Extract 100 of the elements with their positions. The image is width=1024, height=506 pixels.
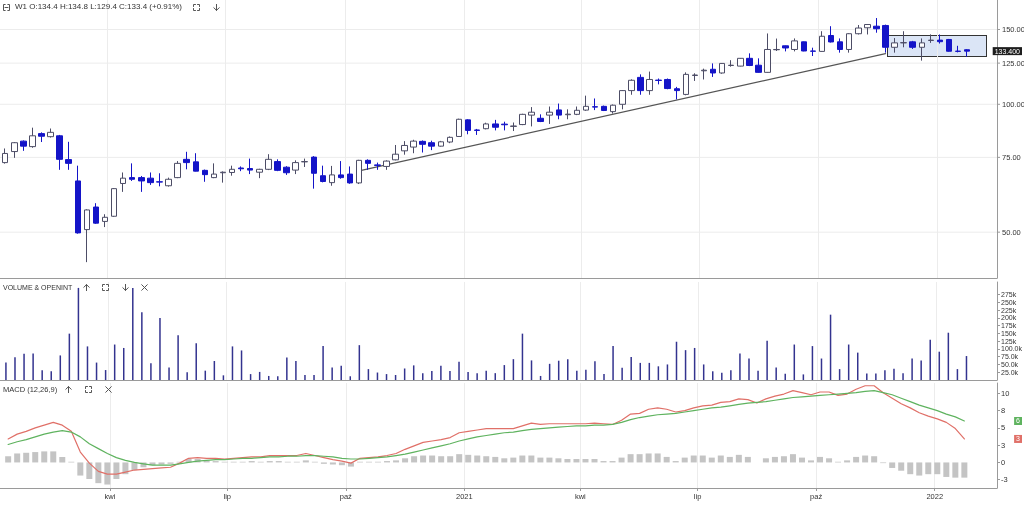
- candlestick: [664, 78, 671, 90]
- candlestick: [320, 165, 326, 183]
- bar: [925, 462, 932, 475]
- candlestick: [329, 165, 335, 187]
- bar: [59, 456, 66, 463]
- candlestick: [828, 25, 834, 43]
- bar: [302, 460, 309, 463]
- bar: [735, 454, 742, 463]
- candlestick: [637, 73, 644, 96]
- candlestick: [655, 78, 662, 85]
- candlestick: [419, 139, 426, 154]
- candlestick: [11, 141, 18, 159]
- bar: [402, 458, 409, 463]
- candlestick: [891, 37, 898, 54]
- candlestick: [456, 118, 462, 138]
- candlestick: [546, 106, 553, 125]
- candlestick: [129, 162, 135, 182]
- bar: [654, 453, 661, 463]
- bar: [663, 456, 670, 463]
- bar: [871, 456, 878, 463]
- candlestick: [773, 38, 780, 52]
- bar: [104, 462, 111, 485]
- candlestick: [519, 113, 526, 126]
- candlestick: [165, 177, 172, 188]
- candlestick: [928, 33, 934, 44]
- candlestick: [810, 47, 816, 57]
- candlestick: [29, 127, 36, 149]
- candlestick: [746, 52, 753, 67]
- bar: [808, 460, 815, 463]
- candlestick: [438, 140, 444, 148]
- candlestick: [202, 169, 208, 183]
- candlestick: [20, 139, 27, 152]
- candlestick: [719, 62, 725, 75]
- candlestick: [392, 144, 399, 161]
- bar: [889, 462, 896, 468]
- candlestick: [174, 160, 181, 179]
- candlestick: [229, 165, 235, 177]
- bar: [726, 456, 733, 463]
- bar: [636, 454, 643, 463]
- bar: [158, 462, 165, 465]
- candlestick: [864, 23, 871, 35]
- candlestick: [383, 159, 390, 171]
- candlestick: [102, 213, 108, 228]
- bar: [555, 458, 562, 463]
- bar: [14, 453, 21, 463]
- bar: [465, 454, 472, 463]
- candlestick: [2, 147, 8, 164]
- candlestick: [510, 122, 517, 132]
- bar: [41, 451, 48, 463]
- candlestick: [501, 121, 508, 131]
- candlestick: [465, 118, 471, 135]
- candlestick: [574, 106, 580, 116]
- bar: [916, 462, 923, 476]
- bar: [23, 452, 30, 463]
- candlestick: [610, 103, 616, 115]
- candlestick: [238, 165, 244, 172]
- candlestick: [474, 128, 480, 136]
- candlestick: [701, 68, 707, 80]
- candlestick: [156, 172, 163, 187]
- candlestick: [674, 86, 680, 100]
- bar: [5, 456, 12, 463]
- candlestick: [138, 175, 145, 193]
- candlestick: [556, 103, 562, 120]
- candlestick: [283, 165, 290, 176]
- bar: [447, 456, 454, 463]
- candlestick: [882, 24, 889, 54]
- bar: [456, 454, 463, 463]
- candlestick: [120, 171, 126, 193]
- bar: [744, 456, 751, 463]
- candlestick: [193, 152, 199, 172]
- candlestick: [565, 108, 571, 120]
- candlestick: [292, 159, 299, 175]
- bar: [627, 454, 634, 463]
- candlestick: [265, 153, 272, 171]
- bar: [771, 456, 778, 463]
- candlestick: [483, 122, 489, 130]
- bar: [952, 462, 959, 478]
- bar: [32, 452, 39, 463]
- bar: [898, 462, 905, 471]
- candlestick: [601, 105, 607, 112]
- candlestick: [247, 158, 253, 175]
- candlestick: [147, 171, 154, 186]
- candlestick: [692, 72, 698, 82]
- bar: [645, 453, 652, 463]
- candlestick: [211, 162, 217, 179]
- candlestick: [410, 139, 417, 154]
- candlestick: [619, 89, 626, 110]
- candlestick: [764, 32, 771, 74]
- bar: [411, 456, 418, 463]
- candlestick: [56, 134, 63, 171]
- candlestick: [646, 71, 653, 96]
- candlestick: [47, 128, 54, 139]
- bar: [338, 462, 345, 466]
- candlestick: [846, 32, 852, 54]
- candlestick: [75, 165, 81, 235]
- candlestick: [583, 95, 589, 112]
- bar: [50, 451, 57, 463]
- bar: [501, 458, 508, 463]
- candlestick: [301, 158, 308, 168]
- bar: [780, 456, 787, 463]
